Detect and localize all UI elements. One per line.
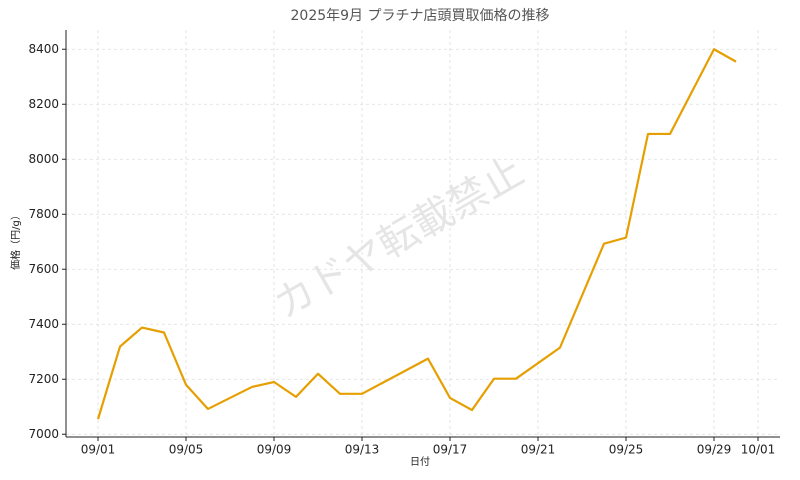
- x-tick-label: 09/13: [345, 443, 380, 457]
- line-series: [96, 48, 737, 420]
- y-tick-label: 7200: [28, 372, 59, 386]
- y-tick-label: 7800: [28, 207, 59, 221]
- x-axis-label: 日付: [410, 455, 430, 468]
- x-tick-label: 09/01: [81, 443, 116, 457]
- y-tick-label: 7000: [28, 427, 59, 441]
- x-tick-label: 09/05: [169, 443, 204, 457]
- y-tick-label: 8200: [28, 97, 59, 111]
- x-tick-label: 10/01: [741, 443, 776, 457]
- x-tick-label: 09/21: [521, 443, 556, 457]
- x-tick-label: 09/17: [433, 443, 468, 457]
- x-tick-label: 09/29: [697, 443, 732, 457]
- x-tick-label: 09/09: [257, 443, 292, 457]
- y-tick-label: 8000: [28, 152, 59, 166]
- chart-title: 2025年9月 プラチナ店頭買取価格の推移: [291, 8, 550, 24]
- watermark: カドヤ転載禁止: [266, 148, 531, 328]
- y-axis-label: 価格（円/g）: [9, 210, 22, 270]
- y-tick-label: 7400: [28, 317, 59, 331]
- y-tick-label: 8400: [28, 42, 59, 56]
- y-tick-label: 7600: [28, 262, 59, 276]
- x-tick-label: 09/25: [609, 443, 644, 457]
